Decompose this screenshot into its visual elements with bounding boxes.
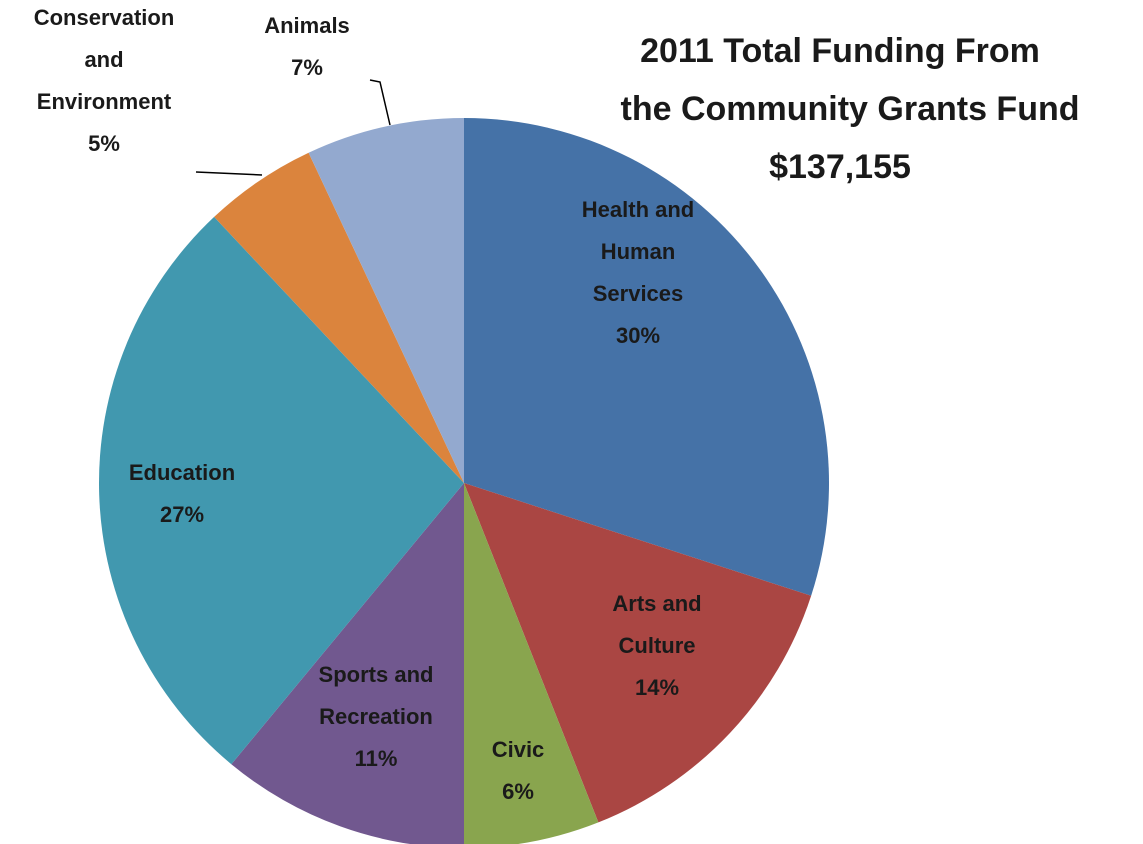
slice-label-sports-and-recreation: Sports and Recreation 11% <box>319 662 434 771</box>
leader-line-wildlife-and-animals <box>369 79 391 126</box>
slice-name-line: Education <box>129 460 235 485</box>
pie-slice-arts-and-culture <box>464 483 812 823</box>
slice-name-line: Sports and <box>319 662 434 687</box>
slice-percent: 27% <box>160 502 204 527</box>
chart-title-total: $137,155 <box>769 148 911 186</box>
slice-label-conservation-and-environment: Conservation and Environment 5% <box>34 5 175 156</box>
slice-name-line: Animals <box>264 13 350 38</box>
slice-name-line: Health and <box>582 197 694 222</box>
slice-name-line: Recreation <box>319 704 433 729</box>
slice-labels: Health and Human Services 30% Arts and Cultur… <box>34 0 702 804</box>
chart-title: 2011 Total Funding From the Community Gr… <box>621 32 1080 186</box>
slice-label-education: Education 27% <box>129 460 235 527</box>
slice-percent: 14% <box>635 675 679 700</box>
slice-percent: 11% <box>355 746 398 771</box>
slice-name-line: Environment <box>37 89 172 114</box>
pie-slices <box>99 118 830 844</box>
chart-title-line-1: 2011 Total Funding From <box>640 32 1040 70</box>
slice-label-health-and-human-services: Health and Human Services 30% <box>582 197 694 348</box>
slice-name-line: and <box>84 47 123 72</box>
slice-percent: 6% <box>502 779 534 804</box>
pie-slice-conservation-and-environment <box>214 152 464 484</box>
slice-label-wildlife-and-animals: Wildlife andAnimals7% <box>245 0 368 80</box>
slice-name-line: Services <box>593 281 684 306</box>
pie-slice-education <box>99 216 464 765</box>
slice-label-civic: Civic 6% <box>492 737 545 804</box>
slice-percent: 30% <box>616 323 660 348</box>
leader-line-conservation-and-environment <box>195 171 263 176</box>
slice-name-line: Conservation <box>34 5 175 30</box>
slice-percent: 5% <box>88 131 120 156</box>
slice-name-line: Culture <box>619 633 696 658</box>
slice-name-line: Arts and <box>612 591 701 616</box>
pie-slice-wildlife-and-animals <box>308 118 464 483</box>
chart-title-line-2: the Community Grants Fund <box>621 90 1080 128</box>
leader-lines <box>195 79 391 176</box>
pie-slice-health-and-human-services <box>464 118 830 596</box>
slice-label-arts-and-culture: Arts and Culture 14% <box>612 591 701 700</box>
slice-percent: 7% <box>291 55 323 80</box>
slice-name-line: Civic <box>492 737 545 762</box>
pie-slice-sports-and-recreation <box>231 483 464 844</box>
slice-name-line: Human <box>601 239 676 264</box>
pie-slice-civic <box>464 483 599 844</box>
